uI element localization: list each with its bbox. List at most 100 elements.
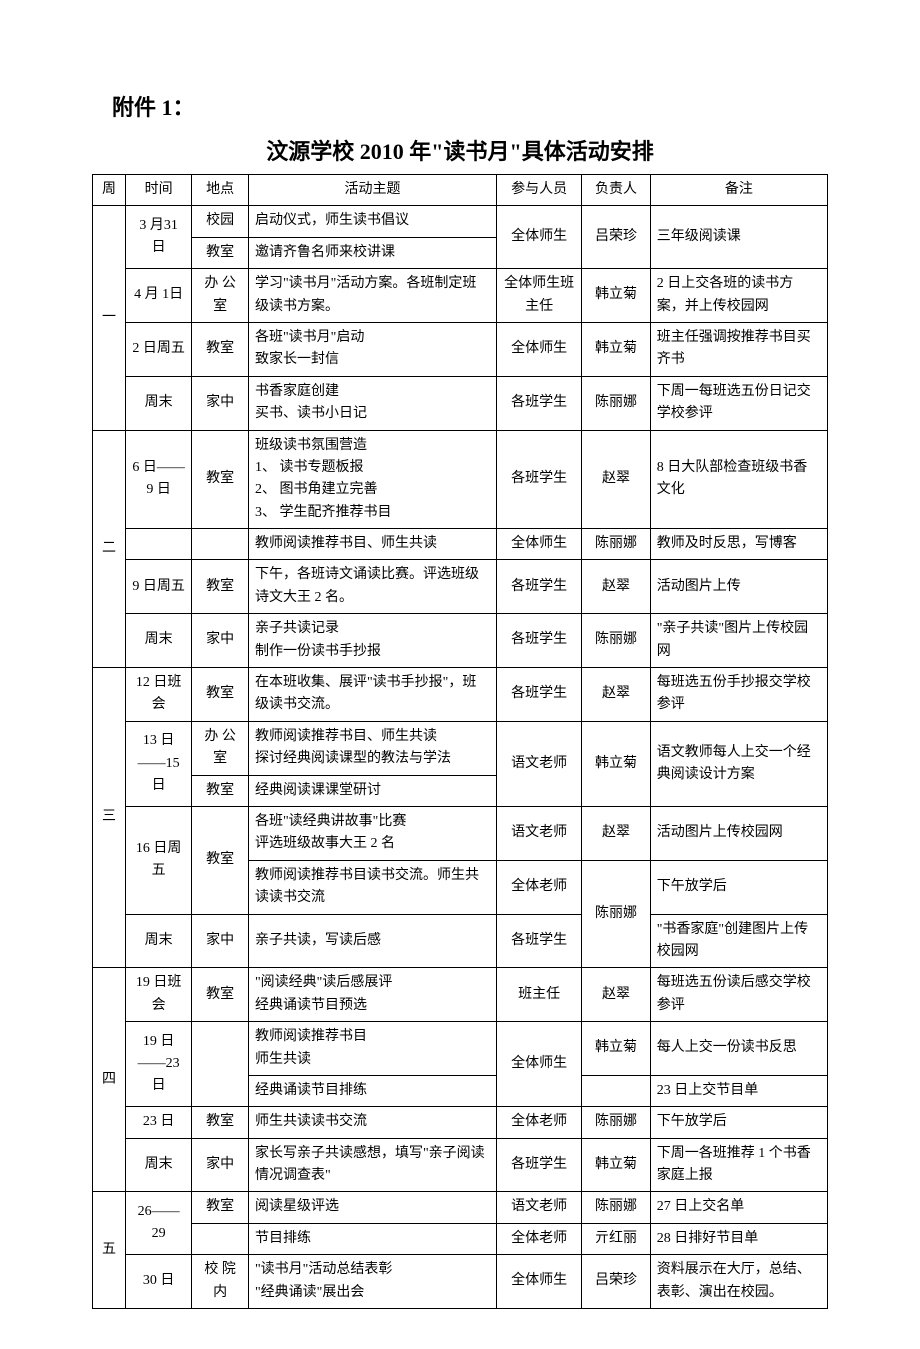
topic-cell: "读书月"活动总结表彰"经典诵读"展出会 bbox=[248, 1255, 496, 1309]
topic-cell: 各班"读书月"启动致家长一封信 bbox=[248, 322, 496, 376]
time-cell: 30 日 bbox=[126, 1255, 192, 1309]
person-cell: 陈丽娜 bbox=[582, 376, 651, 430]
people-cell: 班主任 bbox=[497, 968, 582, 1022]
table-row: 教师阅读推荐书目、师生共读 全体师生 陈丽娜 教师及时反思，写博客 bbox=[93, 529, 828, 560]
person-cell: 陈丽娜 bbox=[582, 529, 651, 560]
note-cell: 每班选五份读后感交学校参评 bbox=[650, 968, 827, 1022]
note-cell: 28 日排好节目单 bbox=[650, 1223, 827, 1254]
time-cell: 周末 bbox=[126, 376, 192, 430]
place-cell: 教室 bbox=[192, 430, 249, 529]
people-cell: 全体师生 bbox=[497, 529, 582, 560]
time-cell: 3 月31 日 bbox=[126, 206, 192, 269]
table-row: 周末 家中 亲子共读，写读后感 各班学生 "书香家庭"创建图片上传校园网 bbox=[93, 914, 828, 968]
topic-cell: 亲子共读，写读后感 bbox=[248, 914, 496, 968]
week-cell: 四 bbox=[93, 968, 126, 1192]
time-cell: 19 日——23 日 bbox=[126, 1022, 192, 1107]
note-cell: 每人上交一份读书反思 bbox=[650, 1022, 827, 1076]
people-cell: 各班学生 bbox=[497, 668, 582, 722]
people-cell: 全体老师 bbox=[497, 1107, 582, 1138]
person-cell: 吕荣珍 bbox=[582, 1255, 651, 1309]
note-cell: 三年级阅读课 bbox=[650, 206, 827, 269]
topic-cell: 书香家庭创建买书、读书小日记 bbox=[248, 376, 496, 430]
note-cell: 下周一各班推荐 1 个书香家庭上报 bbox=[650, 1138, 827, 1192]
place-cell: 家中 bbox=[192, 1138, 249, 1192]
person-cell: 赵翠 bbox=[582, 560, 651, 614]
note-cell: 8 日大队部检查班级书香文化 bbox=[650, 430, 827, 529]
person-cell: 陈丽娜 bbox=[582, 1107, 651, 1138]
topic-cell: "阅读经典"读后感展评经典诵读节目预选 bbox=[248, 968, 496, 1022]
topic-cell: 家长写亲子共读感想，填写"亲子阅读情况调查表" bbox=[248, 1138, 496, 1192]
place-cell: 教室 bbox=[192, 237, 249, 268]
place-cell: 家中 bbox=[192, 614, 249, 668]
table-row: 节目排练 全体老师 亓红丽 28 日排好节目单 bbox=[93, 1223, 828, 1254]
table-row: 23 日 教室 师生共读读书交流 全体老师 陈丽娜 下午放学后 bbox=[93, 1107, 828, 1138]
week-cell: 二 bbox=[93, 430, 126, 668]
topic-cell: 阅读星级评选 bbox=[248, 1192, 496, 1223]
place-cell: 家中 bbox=[192, 376, 249, 430]
table-row: 16 日周五 教室 各班"读经典讲故事"比赛评选班级故事大王 2 名 语文老师 … bbox=[93, 806, 828, 860]
col-time: 时间 bbox=[126, 175, 192, 206]
col-topic: 活动主题 bbox=[248, 175, 496, 206]
person-cell: 赵翠 bbox=[582, 806, 651, 860]
place-cell: 教室 bbox=[192, 560, 249, 614]
topic-cell: 教师阅读推荐书目师生共读 bbox=[248, 1022, 496, 1076]
person-cell bbox=[582, 1075, 651, 1106]
topic-cell: 教师阅读推荐书目、师生共读探讨经典阅读课型的教法与学法 bbox=[248, 721, 496, 775]
topic-cell: 经典诵读节目排练 bbox=[248, 1075, 496, 1106]
table-row: 周末 家中 亲子共读记录制作一份读书手抄报 各班学生 陈丽娜 "亲子共读"图片上… bbox=[93, 614, 828, 668]
people-cell: 全体师生 bbox=[497, 206, 582, 269]
person-cell: 赵翠 bbox=[582, 430, 651, 529]
note-cell: 班主任强调按推荐书目买齐书 bbox=[650, 322, 827, 376]
note-cell: "亲子共读"图片上传校园网 bbox=[650, 614, 827, 668]
col-people: 参与人员 bbox=[497, 175, 582, 206]
person-cell: 赵翠 bbox=[582, 968, 651, 1022]
table-row: 13 日——15 日 办 公室 教师阅读推荐书目、师生共读探讨经典阅读课型的教法… bbox=[93, 721, 828, 775]
person-cell: 韩立菊 bbox=[582, 721, 651, 806]
note-cell: 下午放学后 bbox=[650, 860, 827, 914]
time-cell: 16 日周五 bbox=[126, 806, 192, 914]
place-cell: 家中 bbox=[192, 914, 249, 968]
topic-cell: 邀请齐鲁名师来校讲课 bbox=[248, 237, 496, 268]
people-cell: 语文老师 bbox=[497, 1192, 582, 1223]
people-cell: 全体师生 bbox=[497, 1022, 582, 1107]
time-cell: 4 月 1日 bbox=[126, 269, 192, 323]
people-cell: 语文老师 bbox=[497, 721, 582, 806]
place-cell bbox=[192, 1022, 249, 1107]
person-cell: 韩立菊 bbox=[582, 269, 651, 323]
note-cell: "书香家庭"创建图片上传校园网 bbox=[650, 914, 827, 968]
note-cell: 活动图片上传 bbox=[650, 560, 827, 614]
note-cell: 23 日上交节目单 bbox=[650, 1075, 827, 1106]
place-cell: 校 院内 bbox=[192, 1255, 249, 1309]
col-person: 负责人 bbox=[582, 175, 651, 206]
time-cell: 19 日班会 bbox=[126, 968, 192, 1022]
note-cell: 资料展示在大厅，总结、表彰、演出在校园。 bbox=[650, 1255, 827, 1309]
topic-cell: 经典阅读课课堂研讨 bbox=[248, 775, 496, 806]
people-cell: 各班学生 bbox=[497, 376, 582, 430]
topic-cell: 亲子共读记录制作一份读书手抄报 bbox=[248, 614, 496, 668]
time-cell: 周末 bbox=[126, 914, 192, 968]
note-cell: 2 日上交各班的读书方案，并上传校园网 bbox=[650, 269, 827, 323]
table-row: 周末 家中 家长写亲子共读感想，填写"亲子阅读情况调查表" 各班学生 韩立菊 下… bbox=[93, 1138, 828, 1192]
place-cell: 办 公室 bbox=[192, 721, 249, 775]
topic-cell: 节目排练 bbox=[248, 1223, 496, 1254]
people-cell: 全体师生 bbox=[497, 322, 582, 376]
table-row: 9 日周五 教室 下午，各班诗文诵读比赛。评选班级诗文大王 2 名。 各班学生 … bbox=[93, 560, 828, 614]
time-cell: 2 日周五 bbox=[126, 322, 192, 376]
table-row: 一 3 月31 日 校园 启动仪式，师生读书倡议 全体师生 吕荣珍 三年级阅读课 bbox=[93, 206, 828, 237]
table-row: 三 12 日班会 教室 在本班收集、展评"读书手抄报"，班级读书交流。 各班学生… bbox=[93, 668, 828, 722]
table-row: 19 日——23 日 教师阅读推荐书目师生共读 全体师生 韩立菊 每人上交一份读… bbox=[93, 1022, 828, 1076]
topic-cell: 班级读书氛围营造1、 读书专题板报2、 图书角建立完善3、 学生配齐推荐书目 bbox=[248, 430, 496, 529]
person-cell: 韩立菊 bbox=[582, 1022, 651, 1076]
time-cell: 6 日——9 日 bbox=[126, 430, 192, 529]
note-cell: 27 日上交名单 bbox=[650, 1192, 827, 1223]
topic-cell: 在本班收集、展评"读书手抄报"，班级读书交流。 bbox=[248, 668, 496, 722]
topic-cell: 师生共读读书交流 bbox=[248, 1107, 496, 1138]
time-cell: 9 日周五 bbox=[126, 560, 192, 614]
people-cell: 各班学生 bbox=[497, 560, 582, 614]
person-cell: 亓红丽 bbox=[582, 1223, 651, 1254]
week-cell: 五 bbox=[93, 1192, 126, 1309]
topic-cell: 教师阅读推荐书目、师生共读 bbox=[248, 529, 496, 560]
place-cell: 教室 bbox=[192, 775, 249, 806]
place-cell: 教室 bbox=[192, 1107, 249, 1138]
person-cell: 陈丽娜 bbox=[582, 614, 651, 668]
